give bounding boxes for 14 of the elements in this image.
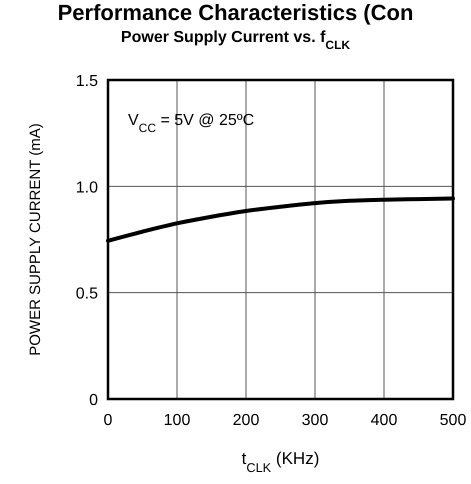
y-tick-label: 1.0 <box>76 179 98 196</box>
y-axis-title: POWER SUPPLY CURRENT (mA) <box>27 123 44 356</box>
y-tick-label: 0 <box>89 392 98 409</box>
x-tick-label: 400 <box>370 412 398 429</box>
y-tick-label: 1.5 <box>76 73 98 90</box>
x-tick-label: 500 <box>440 412 466 429</box>
y-tick-label: 0.5 <box>76 286 98 303</box>
x-tick-label: 200 <box>232 412 260 429</box>
x-tick-label: 100 <box>164 412 190 429</box>
chart-subtitle: Power Supply Current vs. f$_{CLK}$ <box>120 29 350 52</box>
x-tick-label: 0 <box>104 412 113 429</box>
x-axis-title: t$_{CLK}$ (KHz) <box>242 449 320 474</box>
x-tick-label: 300 <box>302 412 328 429</box>
chart-title: Performance Characteristics (Con <box>58 0 414 25</box>
